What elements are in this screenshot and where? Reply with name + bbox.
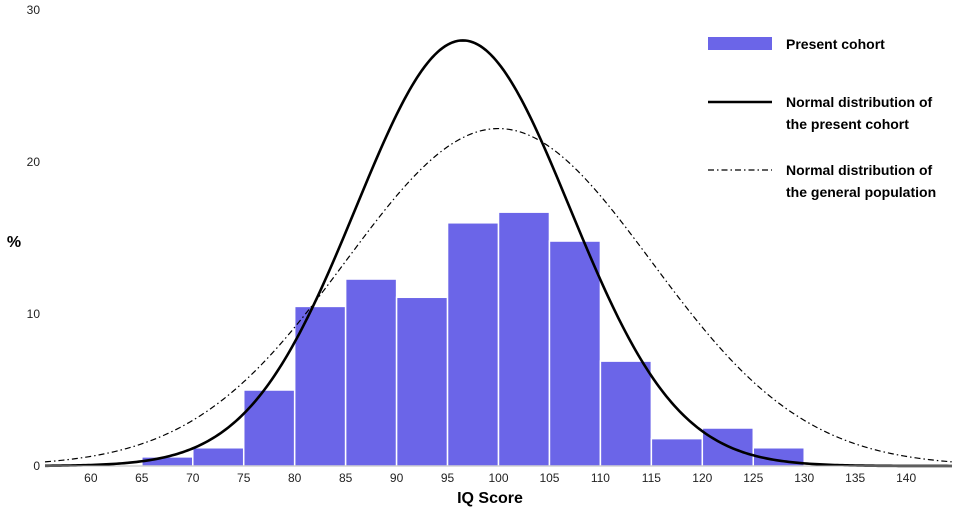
y-tick-label-20: 20 (27, 155, 41, 169)
bar-90-95 (395, 296, 449, 467)
legend-swatch-present-cohort (708, 37, 772, 50)
bar-95-100 (446, 222, 500, 467)
x-tick-label-60: 60 (84, 471, 98, 485)
y-axis-title: % (7, 234, 21, 251)
legend-label-population-normal-line2: the general population (786, 184, 936, 200)
y-tick-label-10: 10 (27, 307, 41, 321)
x-tick-label-90: 90 (390, 471, 404, 485)
legend-label-cohort-normal-line2: the present cohort (786, 116, 909, 132)
bar-70-75 (192, 447, 245, 467)
x-tick-label-115: 115 (642, 471, 661, 485)
histogram-bars (141, 211, 805, 467)
population-normal-curve (44, 127, 953, 463)
x-tick-label-95: 95 (441, 471, 455, 485)
bar-75-80 (242, 389, 296, 467)
y-tick-label-0: 0 (33, 459, 40, 473)
x-tick-label-120: 120 (692, 471, 712, 485)
x-tick-label-105: 105 (539, 471, 559, 485)
bar-100-105 (497, 211, 551, 467)
x-tick-label-85: 85 (339, 471, 353, 485)
legend-label-population-normal-line1: Normal distribution of (786, 162, 933, 178)
legend-label-cohort-normal-line1: Normal distribution of (786, 94, 933, 110)
x-tick-label-110: 110 (591, 471, 610, 485)
x-tick-label-130: 130 (794, 471, 814, 485)
bar-115-120 (650, 437, 704, 467)
cohort-normal-curve (44, 39, 952, 468)
bar-110-115 (599, 360, 653, 467)
x-tick-label-70: 70 (186, 471, 200, 485)
x-axis-ticks: 60 65 70 75 80 85 90 95 100 105 110 115 120 125 130 135… (84, 471, 916, 485)
x-tick-label-125: 125 (743, 471, 763, 485)
x-tick-label-65: 65 (135, 471, 149, 485)
x-tick-label-75: 75 (237, 471, 251, 485)
y-axis-ticks: 0 10 20 30 (27, 3, 41, 473)
x-tick-label-140: 140 (896, 471, 916, 485)
x-tick-label-80: 80 (288, 471, 302, 485)
x-axis-title: IQ Score (457, 490, 523, 507)
legend-label-bars-line1: Present cohort (786, 36, 885, 52)
y-tick-label-30: 30 (27, 3, 41, 17)
legend: Present cohort Normal distribution of the … (708, 36, 936, 200)
x-tick-label-135: 135 (845, 471, 865, 485)
bar-85-90 (344, 278, 398, 467)
bar-105-110 (548, 240, 602, 467)
x-tick-label-100: 100 (488, 471, 508, 485)
